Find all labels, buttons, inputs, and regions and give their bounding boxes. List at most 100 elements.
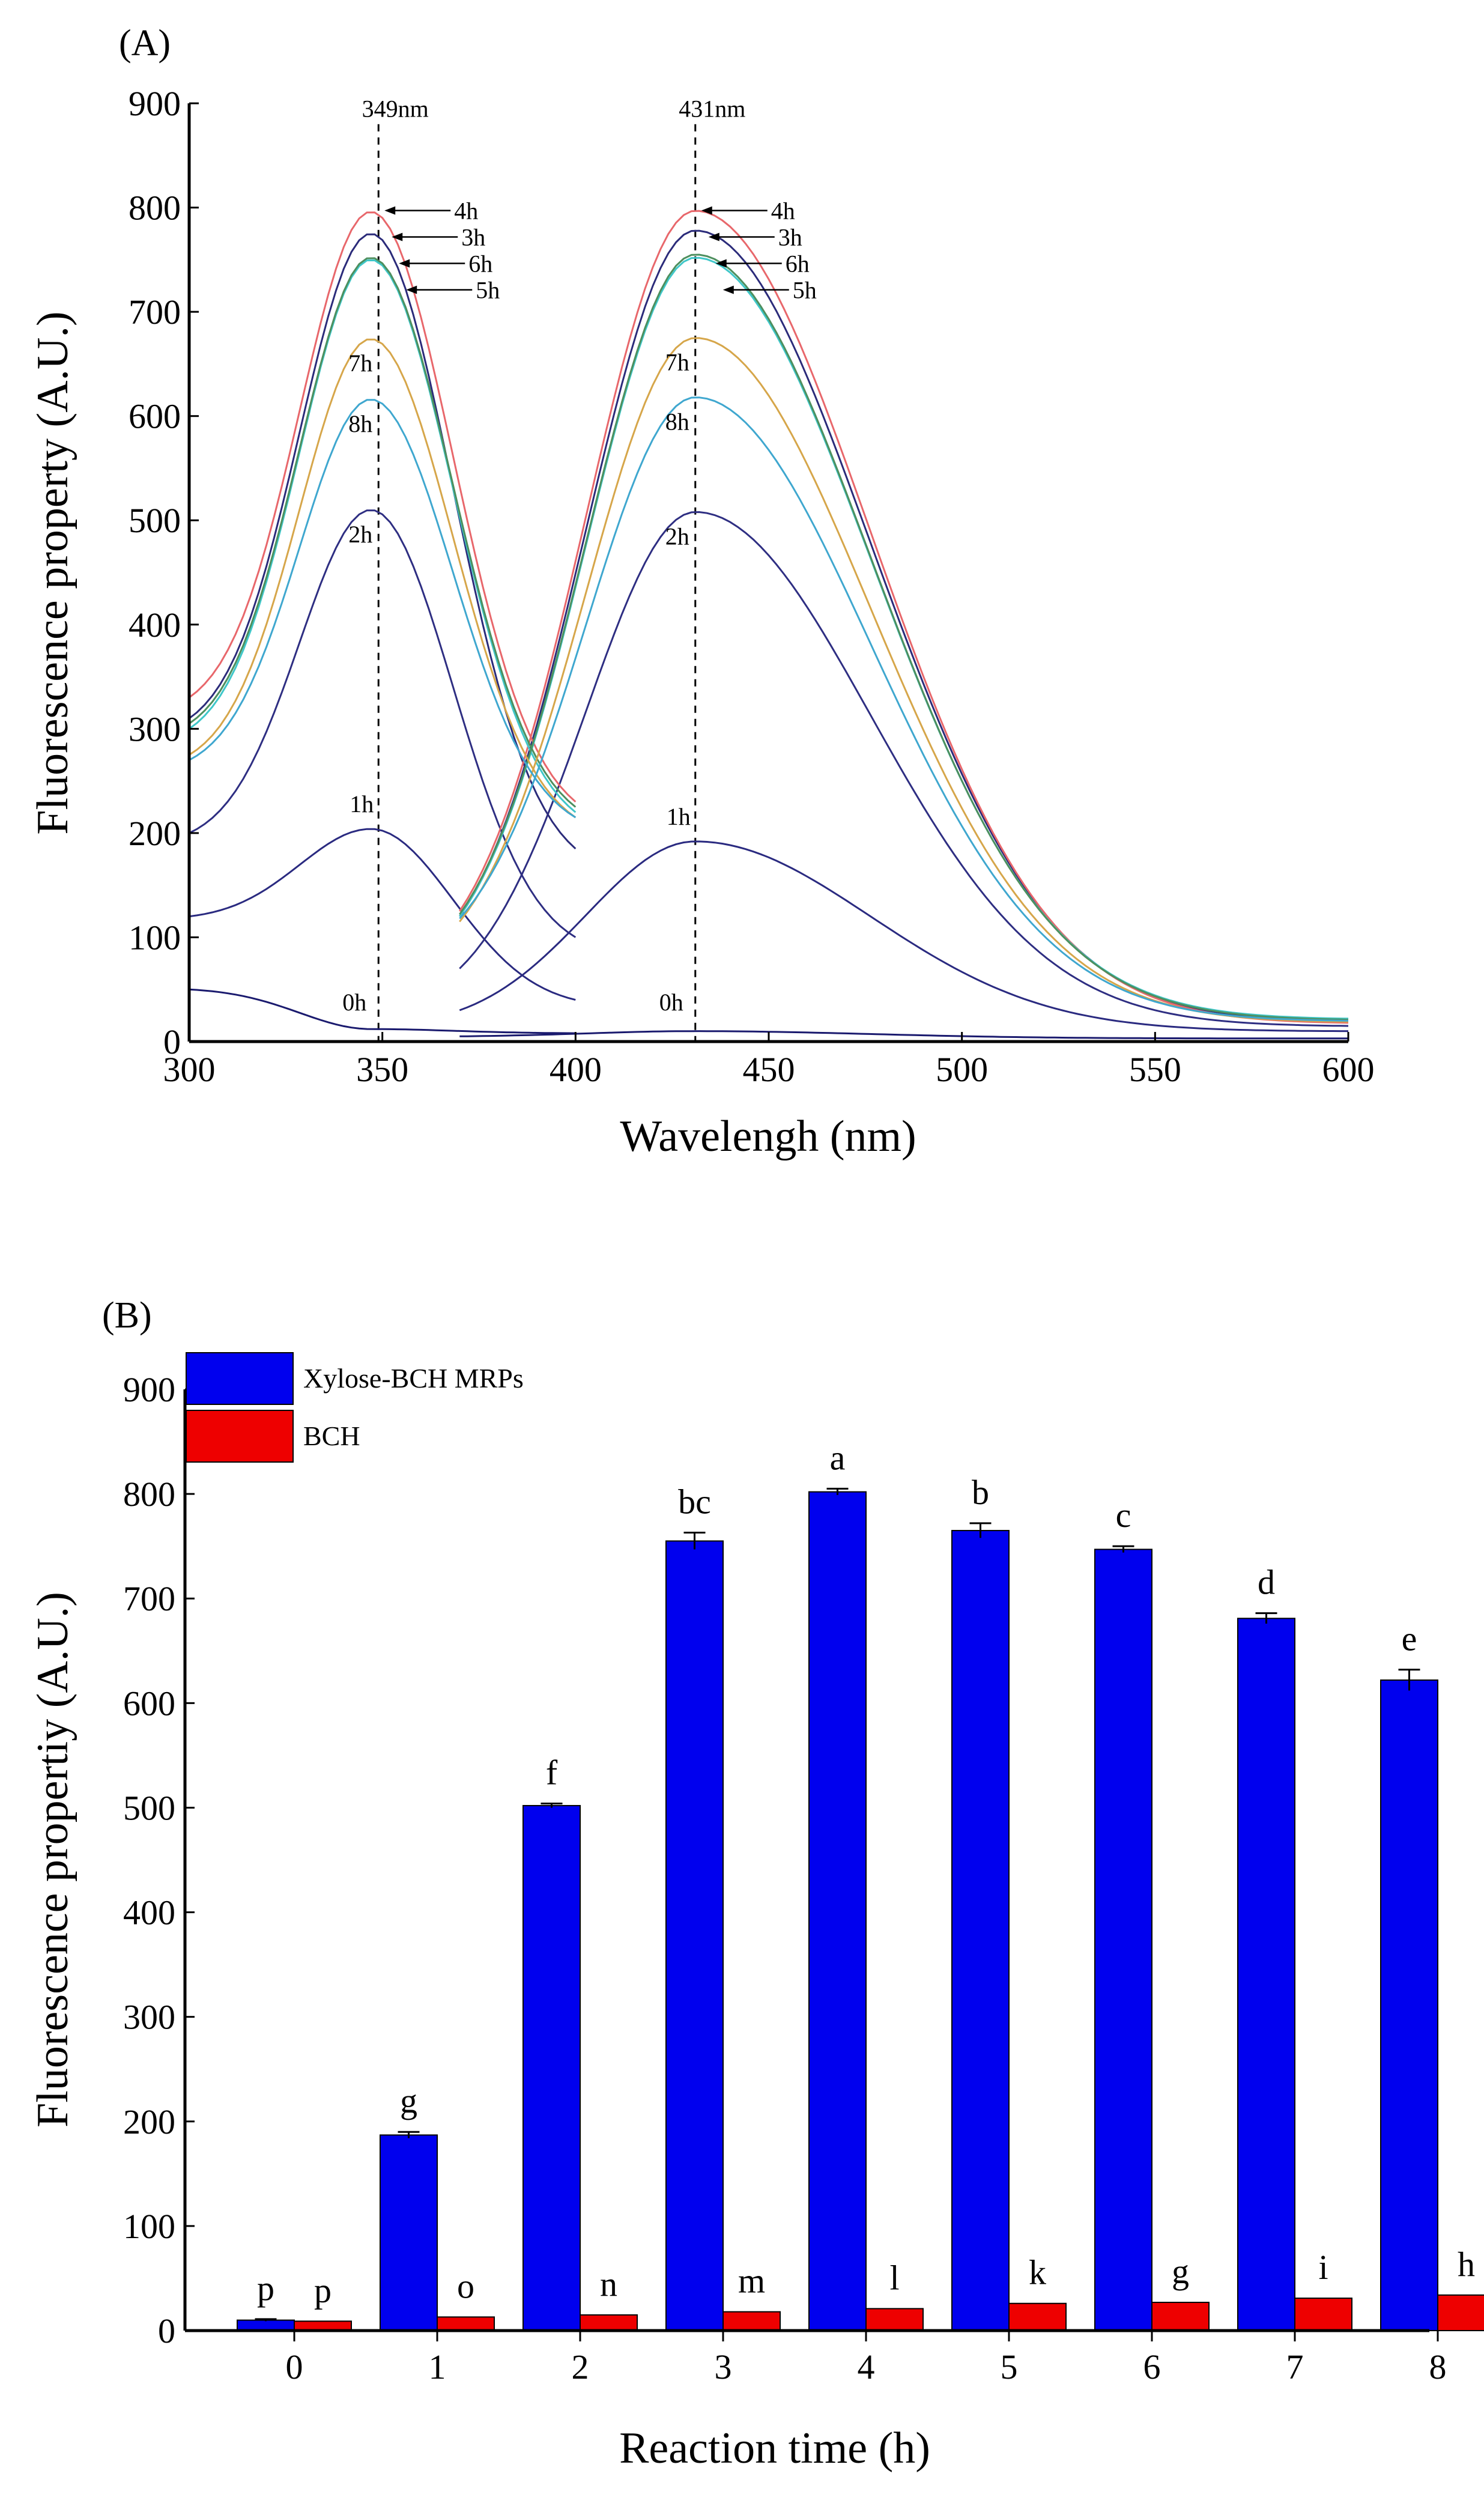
curve-label-6h: 6h — [468, 250, 492, 277]
curve-label-arrowhead — [722, 285, 734, 294]
series-7h-excitation-line — [189, 338, 577, 819]
panel-a-y-tick-label: 400 — [129, 605, 181, 645]
panel-a-x-tick-label: 400 — [550, 1050, 602, 1089]
legend-swatch-xylose-bch — [186, 1352, 294, 1405]
panel-a-y-tick-label: 200 — [129, 814, 181, 853]
panel-b-y-tick-label: 700 — [123, 1579, 175, 1618]
series-1h-emission-line — [459, 840, 1348, 1033]
significance-letter: b — [972, 1473, 989, 1512]
curve-label-3h: 3h — [778, 223, 802, 250]
panel-a-y-tick-label: 100 — [129, 918, 181, 957]
bar-xylose-bch-4 — [808, 1491, 867, 2331]
curve-label-3h: 3h — [461, 223, 485, 250]
curve-label-1h: 1h — [350, 790, 374, 818]
panel-b-bars: p p g o f n bc m a l b k c g d i e h — [237, 1438, 1484, 2332]
bar-bch-8 — [1437, 2294, 1484, 2332]
curve-label-0h: 0h — [659, 989, 683, 1016]
panel-b-legend: Xylose-BCH MRPs BCH — [186, 1352, 524, 1463]
curve-label-5h: 5h — [476, 276, 500, 303]
significance-letter: p — [314, 2271, 332, 2310]
significance-letter: h — [1458, 2245, 1475, 2284]
peak-marker-label: 431nm — [679, 96, 745, 123]
panel-b-x-tick-label: 8 — [1429, 2347, 1447, 2386]
significance-letter: n — [600, 2265, 617, 2304]
panel-a-ticks: 300 350 400 450 500 550 600 0 100 200 300 400 500 600… — [129, 84, 1375, 1089]
curve-label-2h: 2h — [665, 523, 689, 550]
bar-bch-7 — [1294, 2298, 1352, 2332]
panel-a-x-axis-title: Wavelengh (nm) — [620, 1112, 916, 1161]
panel-b-x-tick-label: 3 — [715, 2347, 732, 2386]
series-8h-excitation-line — [189, 399, 577, 819]
panel-b-y-tick-label: 800 — [123, 1475, 175, 1514]
panel-a-y-tick-label: 300 — [129, 709, 181, 748]
curve-label-arrowhead — [701, 206, 712, 215]
panel-b-x-tick-label: 1 — [429, 2347, 446, 2386]
panel-a-label: (A) — [119, 23, 171, 64]
panel-b-y-tick-label: 100 — [123, 2207, 175, 2246]
panel-b-ticks: 0 100 200 300 400 500 600 700 800 900 0 1 2 3 4 5 6 7 8 — [123, 1370, 1447, 2386]
curve-label-4h: 4h — [771, 197, 795, 224]
panel-a-series-lines — [189, 210, 1349, 1040]
significance-letter: a — [830, 1438, 846, 1477]
panel-b-y-tick-label: 500 — [123, 1788, 175, 1827]
panel-a-y-tick-label: 800 — [129, 189, 181, 228]
panel-a-y-tick-label: 0 — [163, 1022, 181, 1061]
curve-label-arrowhead — [392, 232, 403, 241]
series-0h-excitation-line — [189, 988, 576, 1034]
panel-a-y-axis-title: Fluorescence property (A.U.) — [28, 311, 77, 834]
series-2h-emission-line — [459, 511, 1349, 1027]
bar-bch-2 — [580, 2314, 638, 2331]
significance-letter: l — [889, 2258, 899, 2297]
panel-a-x-tick-label: 300 — [163, 1050, 216, 1089]
significance-letter: bc — [678, 1482, 711, 1522]
panel-a-x-tick-label: 600 — [1322, 1050, 1375, 1089]
bar-xylose-bch-0 — [237, 2319, 295, 2331]
curve-label-6h: 6h — [786, 250, 810, 277]
panel-a-y-tick-label: 900 — [129, 84, 181, 123]
curve-label-2h: 2h — [348, 521, 372, 548]
bar-bch-1 — [437, 2316, 495, 2331]
panel-b-label: (B) — [102, 1295, 152, 1336]
curve-label-8h: 8h — [665, 408, 689, 435]
curve-label-5h: 5h — [793, 276, 817, 303]
series-1h-excitation-line — [189, 828, 576, 1001]
bar-bch-5 — [1008, 2302, 1067, 2332]
significance-letter: i — [1318, 2248, 1328, 2287]
series-6h-excitation-line — [189, 257, 577, 808]
panel-b-y-tick-label: 400 — [123, 1893, 175, 1932]
curve-label-arrowhead — [384, 206, 396, 215]
significance-letter: e — [1402, 1619, 1417, 1658]
series-6h-emission-line — [459, 253, 1349, 1021]
panel-a-x-tick-label: 450 — [743, 1050, 795, 1089]
panel-a-y-tick-label: 500 — [129, 501, 181, 540]
panel-b-y-tick-label: 600 — [123, 1684, 175, 1723]
panel-a-peak-markers: 349nm 431nm — [362, 96, 745, 1042]
panel-a-y-tick-label: 700 — [129, 293, 181, 332]
panel-b-x-tick-label: 2 — [572, 2347, 589, 2386]
legend-label-bch: BCH — [303, 1421, 360, 1451]
significance-letter: m — [738, 2262, 765, 2301]
panel-a-x-tick-label: 350 — [356, 1050, 408, 1089]
panel-b-y-tick-label: 900 — [123, 1370, 175, 1409]
significance-letter: d — [1258, 1563, 1275, 1602]
series-8h-emission-line — [459, 396, 1349, 1022]
significance-letter: p — [257, 2269, 274, 2308]
bar-bch-6 — [1151, 2301, 1210, 2331]
significance-letter: o — [457, 2266, 474, 2305]
panel-a-x-tick-label: 550 — [1129, 1050, 1181, 1089]
curve-label-7h: 7h — [665, 349, 689, 376]
panel-b-x-tick-label: 7 — [1286, 2347, 1304, 2386]
panel-b-x-tick-label: 5 — [1001, 2347, 1018, 2386]
bar-xylose-bch-6 — [1094, 1549, 1152, 2331]
significance-letter: g — [1172, 2252, 1189, 2291]
panel-a-spectra-chart: (A) 349nm 431nm 0h1h2h3h4h5h6h7h8h0h1h2h3… — [28, 23, 1375, 1161]
panel-b-y-tick-label: 200 — [123, 2102, 175, 2141]
panel-b-x-tick-label: 4 — [858, 2347, 875, 2386]
series-3h-excitation-line — [189, 233, 577, 849]
curve-label-arrowhead — [715, 259, 727, 268]
panel-b-x-axis-title: Reaction time (h) — [619, 2424, 930, 2473]
bar-xylose-bch-1 — [380, 2134, 438, 2331]
